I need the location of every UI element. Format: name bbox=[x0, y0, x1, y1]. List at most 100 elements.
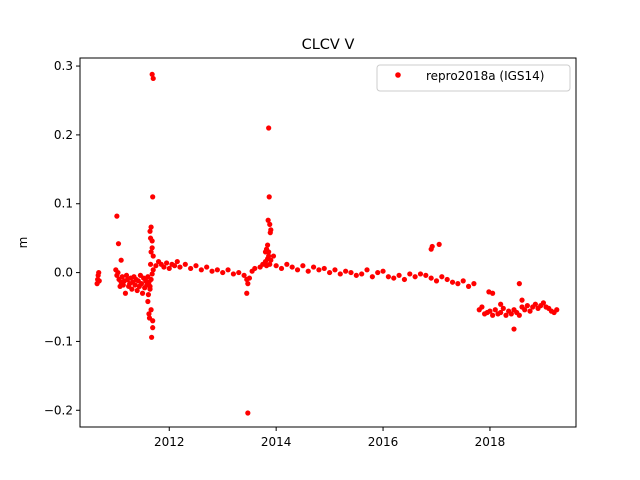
data-point bbox=[391, 275, 397, 281]
data-point bbox=[266, 253, 272, 259]
data-point bbox=[115, 241, 122, 247]
data-point bbox=[230, 271, 236, 277]
data-point bbox=[519, 297, 525, 303]
x-axis: 2012 2014 2016 2018 bbox=[154, 427, 505, 449]
data-point bbox=[321, 265, 327, 272]
data-point bbox=[270, 253, 277, 259]
plot-area bbox=[94, 71, 560, 416]
data-point bbox=[252, 265, 258, 272]
x-tick-label: 2018 bbox=[475, 435, 506, 449]
data-point bbox=[396, 272, 402, 278]
data-point bbox=[96, 269, 102, 276]
y-tick-label: 0.0 bbox=[54, 266, 73, 280]
data-point bbox=[149, 334, 155, 340]
data-point bbox=[245, 410, 251, 416]
data-point bbox=[145, 292, 152, 298]
data-point bbox=[294, 267, 301, 273]
data-point bbox=[148, 249, 154, 255]
data-point bbox=[540, 300, 547, 306]
data-point bbox=[375, 269, 381, 276]
data-point bbox=[225, 267, 231, 273]
x-tick-label: 2012 bbox=[154, 435, 185, 449]
legend: repro2018a (IGS14) bbox=[376, 64, 571, 92]
data-point bbox=[327, 269, 333, 276]
data-point bbox=[498, 309, 504, 316]
data-point bbox=[245, 281, 251, 287]
data-point bbox=[150, 267, 156, 273]
data-point bbox=[348, 269, 354, 276]
data-point bbox=[284, 261, 290, 267]
data-point bbox=[500, 305, 506, 311]
data-point bbox=[268, 257, 274, 263]
x-tick-label: 2016 bbox=[368, 435, 399, 449]
data-point bbox=[139, 290, 146, 296]
data-point bbox=[465, 283, 472, 289]
data-point bbox=[266, 194, 272, 200]
data-point bbox=[385, 274, 391, 280]
data-point bbox=[182, 261, 188, 267]
chart-title: CLCV V bbox=[302, 37, 355, 53]
data-point bbox=[149, 71, 155, 77]
data-point bbox=[479, 304, 485, 310]
data-point bbox=[444, 276, 450, 283]
data-point bbox=[527, 308, 533, 314]
data-point bbox=[174, 258, 180, 265]
data-point bbox=[407, 271, 413, 277]
data-point bbox=[316, 267, 322, 273]
data-point bbox=[522, 307, 528, 313]
y-tick-label: 0.1 bbox=[54, 197, 73, 211]
data-point bbox=[149, 238, 155, 244]
data-point bbox=[332, 267, 338, 273]
data-point bbox=[220, 269, 226, 276]
data-point bbox=[150, 325, 156, 331]
data-point bbox=[198, 267, 204, 273]
data-point bbox=[138, 281, 145, 287]
data-point bbox=[172, 263, 178, 269]
data-point bbox=[96, 278, 102, 284]
data-point bbox=[455, 281, 461, 287]
data-point bbox=[436, 241, 442, 247]
data-point bbox=[359, 271, 365, 277]
data-point bbox=[236, 269, 242, 276]
data-point bbox=[524, 303, 530, 309]
data-point bbox=[310, 264, 317, 270]
legend-label: repro2018a (IGS14) bbox=[426, 69, 544, 83]
data-point bbox=[401, 276, 408, 283]
data-point bbox=[266, 125, 272, 131]
data-point bbox=[145, 298, 151, 305]
data-point bbox=[147, 228, 153, 234]
series-0 bbox=[94, 71, 560, 416]
data-point bbox=[134, 287, 140, 294]
data-point bbox=[417, 271, 424, 277]
data-point bbox=[147, 261, 154, 267]
data-point bbox=[428, 275, 434, 281]
data-point bbox=[265, 242, 271, 248]
data-point bbox=[278, 265, 285, 272]
data-point bbox=[150, 318, 156, 324]
data-point bbox=[267, 261, 273, 267]
data-point bbox=[423, 272, 429, 278]
data-point bbox=[193, 263, 199, 269]
data-point bbox=[148, 276, 154, 283]
data-point bbox=[204, 264, 210, 270]
data-point bbox=[460, 278, 466, 284]
data-point bbox=[266, 249, 272, 255]
data-point bbox=[129, 286, 135, 292]
data-point bbox=[120, 282, 126, 288]
data-point bbox=[114, 213, 120, 219]
data-point bbox=[148, 307, 154, 313]
data-point bbox=[150, 194, 156, 200]
x-tick-label: 2014 bbox=[261, 435, 292, 449]
data-point bbox=[369, 274, 375, 280]
data-point bbox=[188, 265, 194, 272]
data-point bbox=[516, 312, 522, 318]
data-point bbox=[380, 268, 386, 274]
y-tick-label: 0.2 bbox=[54, 128, 73, 142]
data-point bbox=[153, 263, 159, 269]
data-point bbox=[163, 260, 170, 266]
y-tick-label: −0.2 bbox=[44, 403, 73, 417]
data-point bbox=[150, 75, 156, 82]
data-point bbox=[554, 307, 560, 313]
data-point bbox=[490, 290, 496, 296]
y-axis-label: m bbox=[16, 237, 30, 249]
